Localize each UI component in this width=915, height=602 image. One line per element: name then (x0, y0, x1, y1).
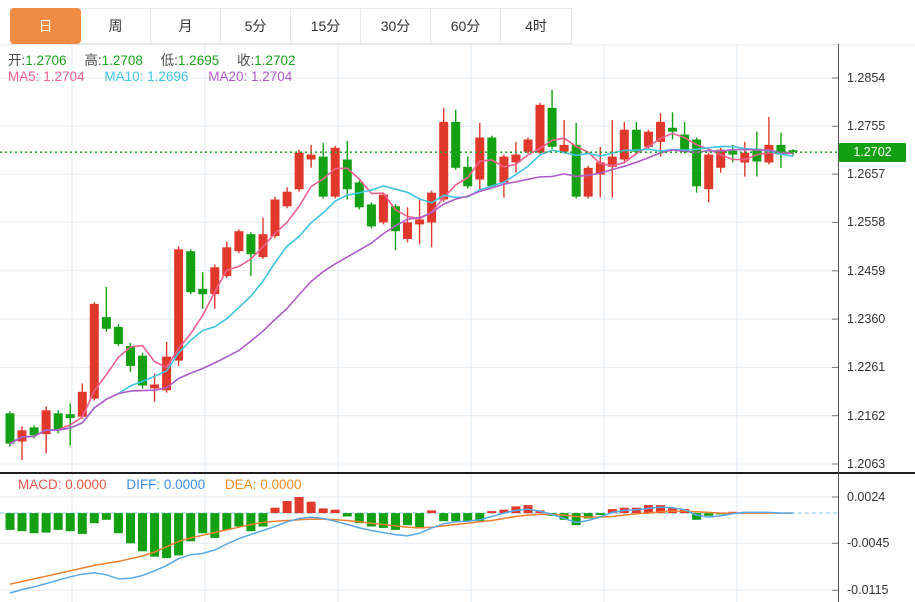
ma20-legend: MA20: 1.2704 (208, 69, 293, 84)
macd-chart (0, 474, 838, 602)
interval-tab-bar: 日周月 5分 15分 30分 60分 4时 (10, 8, 572, 44)
current-price-badge: 1.2702 (839, 142, 906, 162)
high-label: 高: (84, 53, 102, 68)
macd-value-legend: MACD: 0.0000 (18, 477, 107, 492)
price-axis-label: 1.2459 (847, 263, 886, 278)
panel-separator (0, 472, 915, 474)
open-label: 开: (8, 53, 26, 68)
tab-4时[interactable]: 4时 (501, 9, 571, 43)
price-axis-label: 1.2657 (847, 167, 886, 182)
dea-value-legend: DEA: 0.0000 (224, 477, 302, 492)
tab-30分[interactable]: 30分 (361, 9, 431, 43)
high-value: 1.2708 (101, 53, 143, 68)
tab-60分[interactable]: 60分 (431, 9, 501, 43)
price-axis-label: 0.0024 (847, 490, 886, 504)
ohlc-legend: 开:1.2706 高:1.2708 低:1.2695 收:1.2702 (8, 49, 310, 69)
low-value: 1.2695 (177, 53, 220, 68)
candlestick-chart (0, 44, 838, 473)
tab-月[interactable]: 月 (151, 9, 221, 43)
tab-5分[interactable]: 5分 (221, 9, 291, 43)
price-axis-label: 1.2755 (847, 119, 886, 134)
close-value: 1.2702 (254, 53, 296, 68)
ma-legend: MA5: 1.2704 MA10: 1.2696 MA20: 1.2704 (8, 69, 308, 84)
price-axis-label: 1.2360 (847, 312, 886, 327)
price-axis-label: -0.0045 (847, 536, 890, 551)
open-value: 1.2706 (25, 53, 67, 68)
price-axis-label: 1.2063 (847, 457, 886, 471)
tab-15分[interactable]: 15分 (291, 9, 361, 43)
tab-日[interactable]: 日 (10, 8, 81, 44)
price-axis-label: 1.2261 (847, 360, 886, 375)
macd-legend: MACD: 0.0000 DIFF: 0.0000 DEA: 0.0000 (18, 477, 317, 492)
tab-周[interactable]: 周 (81, 9, 151, 43)
low-label: 低: (160, 53, 178, 68)
header-divider (0, 44, 915, 45)
price-axis-label: 1.2162 (847, 408, 886, 423)
diff-value-legend: DIFF: 0.0000 (126, 477, 206, 492)
price-axis-label: -0.0115 (847, 583, 889, 598)
price-axis-label: 1.2558 (847, 215, 886, 230)
close-label: 收: (236, 53, 255, 68)
price-axis-line (838, 44, 839, 602)
ma10-legend: MA10: 1.2696 (104, 69, 189, 84)
price-axis-label: 1.2854 (847, 71, 886, 85)
ma5-legend: MA5: 1.2704 (8, 69, 85, 84)
